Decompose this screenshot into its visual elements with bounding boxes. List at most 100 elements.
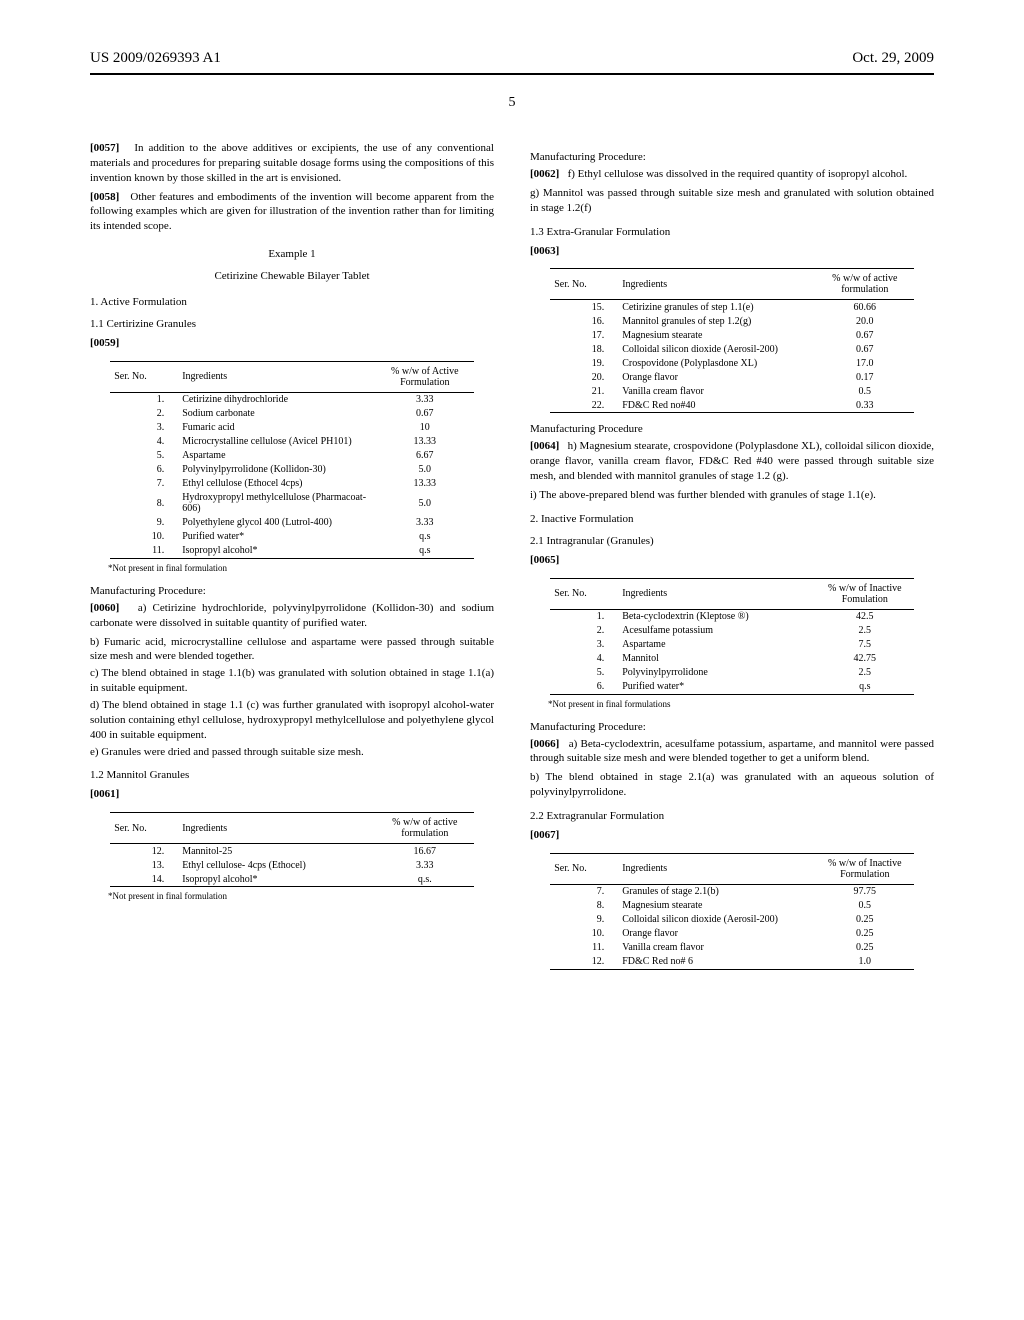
cell-serno: 2. [550, 624, 618, 638]
table-row: 22.FD&C Red no#400.33 [550, 398, 914, 413]
step-2a: a) Beta-cyclodextrin, acesulfame potassi… [530, 738, 934, 765]
section-2: 2. Inactive Formulation [530, 513, 934, 525]
para-66: [0066] a) Beta-cyclodextrin, acesulfame … [530, 737, 934, 767]
para-62: [0062] f) Ethyl cellulose was dissolved … [530, 167, 934, 182]
section-1-3: 1.3 Extra-Granular Formulation [530, 226, 934, 238]
table-row: 9.Colloidal silicon dioxide (Aerosil-200… [550, 913, 914, 927]
para-59: [0059] [90, 336, 494, 351]
table-row: 12.FD&C Red no# 61.0 [550, 955, 914, 970]
cell-ingredient: Purified water* [178, 530, 376, 544]
cell-value: 5.0 [376, 491, 474, 516]
cell-serno: 11. [550, 941, 618, 955]
cell-ingredient: Polyvinylpyrrolidone [618, 666, 816, 680]
example-title: Cetirizine Chewable Bilayer Tablet [90, 270, 494, 282]
table-row: 12.Mannitol-2516.67 [110, 844, 474, 859]
cell-serno: 7. [550, 884, 618, 899]
cell-ingredient: Polyvinylpyrrolidone (Kollidon-30) [178, 463, 376, 477]
cell-ingredient: Cetirizine dihydrochloride [178, 392, 376, 407]
para-num-59: [0059] [90, 337, 119, 349]
para-63: [0063] [530, 244, 934, 259]
cell-value: 0.5 [816, 899, 914, 913]
cell-value: 0.25 [816, 927, 914, 941]
cell-serno: 1. [550, 609, 618, 624]
table-1-3: Ser. No. Ingredients % w/w of active for… [550, 268, 914, 413]
cell-ingredient: Beta-cyclodextrin (Kleptose ®) [618, 609, 816, 624]
cell-value: q.s [376, 530, 474, 544]
cell-serno: 16. [550, 314, 618, 328]
para-65: [0065] [530, 553, 934, 568]
th-val: % w/w of active formulation [376, 813, 474, 844]
step-c: c) The blend obtained in stage 1.1(b) wa… [90, 666, 494, 696]
cell-value: 13.33 [376, 477, 474, 491]
para-num-61: [0061] [90, 788, 119, 800]
cell-value: 3.33 [376, 858, 474, 872]
table-row: 11.Vanilla cream flavor0.25 [550, 941, 914, 955]
header-rule [90, 73, 934, 75]
step-a: a) Cetirizine hydrochloride, polyvinylpy… [90, 602, 494, 629]
cell-value: 97.75 [816, 884, 914, 899]
cell-serno: 2. [110, 407, 178, 421]
table-row: 4.Microcrystalline cellulose (Avicel PH1… [110, 435, 474, 449]
para-57: [0057] In addition to the above additive… [90, 141, 494, 186]
cell-ingredient: Magnesium stearate [618, 328, 816, 342]
section-1-1: 1.1 Certirizine Granules [90, 318, 494, 330]
cell-value: 5.0 [376, 463, 474, 477]
cell-serno: 4. [110, 435, 178, 449]
table-row: 2.Acesulfame potassium2.5 [550, 624, 914, 638]
cell-ingredient: Mannitol [618, 652, 816, 666]
mfg-proc-1: Manufacturing Procedure: [90, 585, 494, 597]
cell-value: 7.5 [816, 638, 914, 652]
th-serno: Ser. No. [110, 361, 178, 392]
table-row: 14.Isopropyl alcohol*q.s. [110, 872, 474, 887]
table-2-1-footnote: *Not present in final formulations [548, 699, 934, 709]
cell-value: q.s. [376, 872, 474, 887]
table-row: 4.Mannitol42.75 [550, 652, 914, 666]
page-number: 5 [90, 95, 934, 111]
cell-value: 13.33 [376, 435, 474, 449]
table-row: 3.Aspartame7.5 [550, 638, 914, 652]
table-row: 13.Ethyl cellulose- 4cps (Ethocel)3.33 [110, 858, 474, 872]
cell-serno: 9. [550, 913, 618, 927]
cell-serno: 14. [110, 872, 178, 887]
cell-ingredient: Mannitol granules of step 1.2(g) [618, 314, 816, 328]
cell-ingredient: Magnesium stearate [618, 899, 816, 913]
cell-ingredient: Cetirizine granules of step 1.1(e) [618, 300, 816, 315]
para-57-text: In addition to the above additives or ex… [90, 142, 494, 184]
table-2-2: Ser. No. Ingredients % w/w of Inactive F… [550, 853, 914, 970]
cell-value: 6.67 [376, 449, 474, 463]
para-num-60: [0060] [90, 602, 119, 614]
cell-serno: 20. [550, 370, 618, 384]
para-67: [0067] [530, 828, 934, 843]
step-2b: b) The blend obtained in stage 2.1(a) wa… [530, 770, 934, 800]
cell-value: q.s [816, 680, 914, 695]
cell-serno: 7. [110, 477, 178, 491]
cell-ingredient: Polyethylene glycol 400 (Lutrol-400) [178, 516, 376, 530]
cell-value: 0.67 [376, 407, 474, 421]
cell-serno: 10. [110, 530, 178, 544]
cell-serno: 3. [550, 638, 618, 652]
cell-ingredient: FD&C Red no#40 [618, 398, 816, 413]
para-58: [0058] Other features and embodiments of… [90, 190, 494, 235]
para-num-64: [0064] [530, 440, 559, 452]
cell-value: 3.33 [376, 392, 474, 407]
table-row: 7.Granules of stage 2.1(b)97.75 [550, 884, 914, 899]
cell-serno: 19. [550, 356, 618, 370]
th-ing: Ingredients [618, 853, 816, 884]
para-60: [0060] a) Cetirizine hydrochloride, poly… [90, 601, 494, 631]
para-num-65: [0065] [530, 554, 559, 566]
cell-serno: 12. [110, 844, 178, 859]
cell-ingredient: Microcrystalline cellulose (Avicel PH101… [178, 435, 376, 449]
step-b: b) Fumaric acid, microcrystalline cellul… [90, 635, 494, 665]
cell-serno: 8. [550, 899, 618, 913]
cell-serno: 8. [110, 491, 178, 516]
section-1-2: 1.2 Mannitol Granules [90, 769, 494, 781]
cell-ingredient: Isopropyl alcohol* [178, 544, 376, 559]
table-row: 3.Fumaric acid10 [110, 421, 474, 435]
step-h: h) Magnesium stearate, crospovidone (Pol… [530, 440, 934, 482]
step-d: d) The blend obtained in stage 1.1 (c) w… [90, 698, 494, 743]
table-2-2-body: 7.Granules of stage 2.1(b)97.758.Magnesi… [550, 884, 914, 969]
cell-ingredient: Isopropyl alcohol* [178, 872, 376, 887]
cell-ingredient: Ethyl cellulose- 4cps (Ethocel) [178, 858, 376, 872]
cell-value: 1.0 [816, 955, 914, 970]
right-column: Manufacturing Procedure: [0062] f) Ethyl… [530, 141, 934, 972]
